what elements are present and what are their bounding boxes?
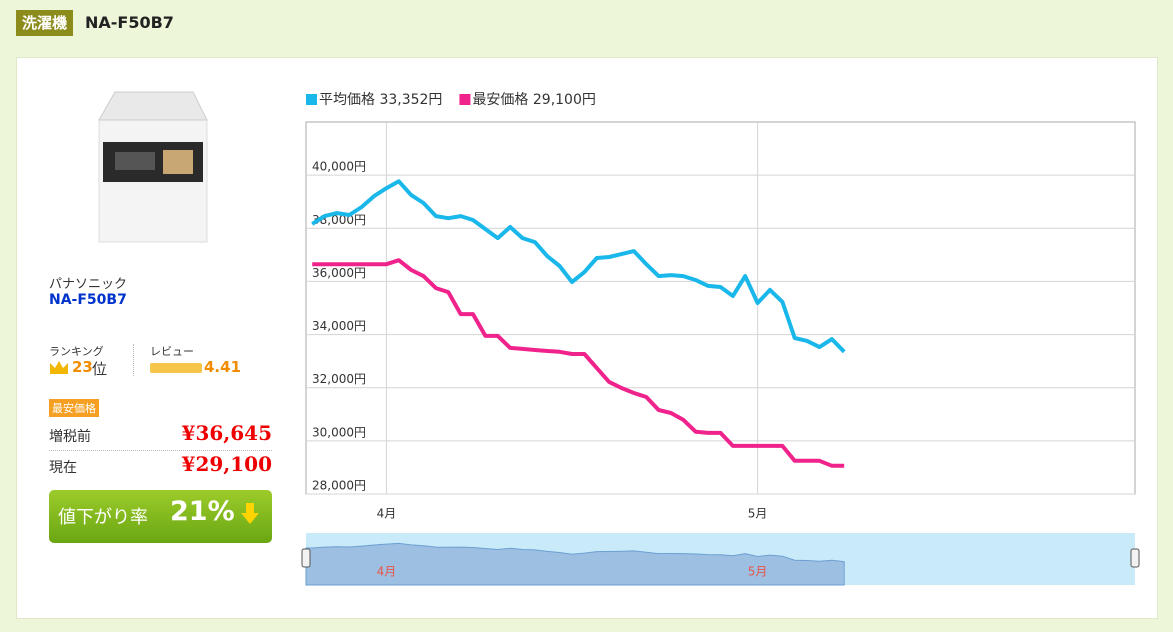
navigator-handle[interactable] [302,549,310,567]
y-tick-label: 36,000円 [312,266,366,280]
plot-area [306,122,1135,494]
page-root: 洗濯機 NA-F50B7 パナソニック NA-F50B7 ランキング レビュー … [0,0,1173,632]
legend-label: 平均価格 33,352円 [319,92,442,108]
x-tick-label: 4月 [377,507,397,521]
page: NA-F50B7 {"header": {"category": "洗濯機", … [0,0,1173,632]
navigator-handle[interactable] [1131,549,1139,567]
navigator-label: 5月 [748,565,768,579]
chart: 28,000円30,000円32,000円34,000円36,000円38,00… [0,0,1173,632]
y-tick-label: 30,000円 [312,425,366,439]
legend-label: 最安価格 29,100円 [472,92,595,108]
x-tick-label: 5月 [748,507,768,521]
y-tick-label: 28,000円 [312,479,366,493]
y-tick-label: 40,000円 [312,160,366,174]
legend-swatch [459,94,470,105]
y-tick-label: 34,000円 [312,319,366,333]
legend-swatch [306,94,317,105]
y-tick-label: 32,000円 [312,372,366,386]
navigator-label: 4月 [377,565,397,579]
